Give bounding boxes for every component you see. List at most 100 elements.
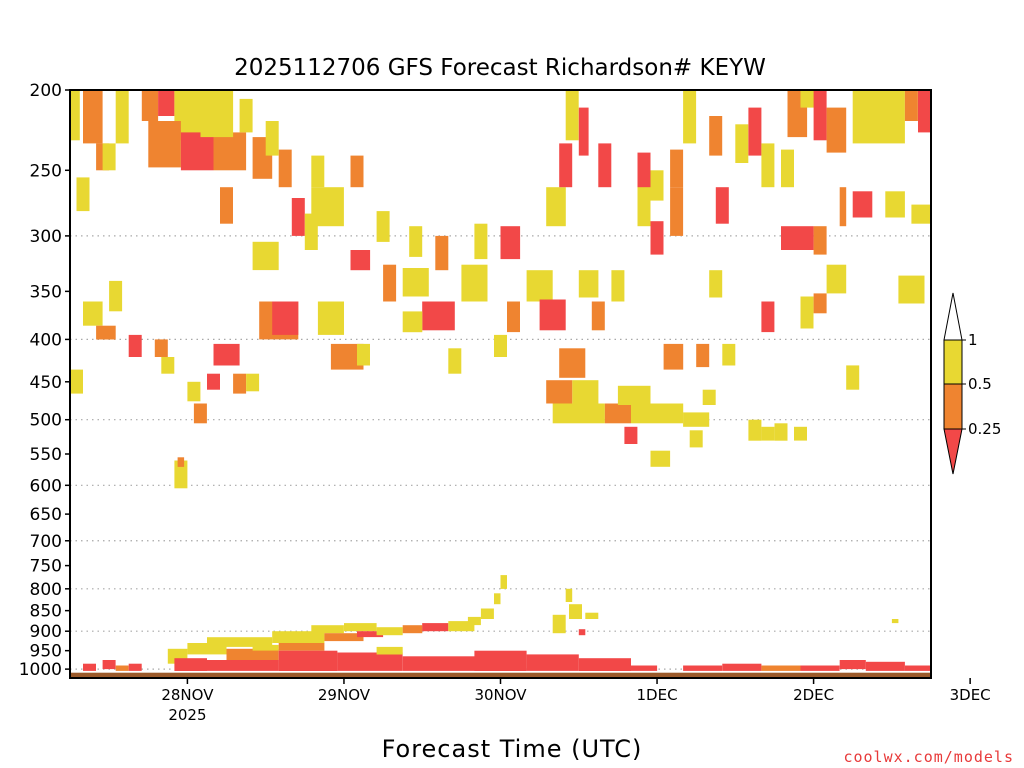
upper-ri-patch [826, 264, 847, 294]
lower-ri-patch [839, 660, 866, 670]
x-tick-label: 30NOV [474, 686, 527, 704]
upper-ri-patch [761, 426, 775, 441]
upper-ri-patch [239, 98, 253, 133]
lower-ri-patch [252, 644, 279, 651]
upper-ri-patch [141, 90, 159, 121]
lower-ri-patch [494, 593, 501, 605]
lower-ri-patch [448, 621, 475, 632]
upper-ri-patch [158, 90, 175, 116]
lower-ri-patch [526, 654, 579, 671]
upper-ri-patch [852, 191, 873, 218]
upper-ri-patch [709, 270, 723, 298]
upper-ri-patch [918, 90, 931, 133]
upper-ri-patch [1016, 90, 1024, 99]
upper-ri-patch [904, 90, 918, 121]
lower-ri-patch [957, 667, 996, 671]
upper-ri-patch [154, 339, 168, 357]
lower-ri-patch [865, 661, 905, 671]
upper-ri-patch [148, 121, 181, 168]
upper-ri-patch [546, 380, 573, 404]
chart-title: 2025112706 GFS Forecast Richardson# KEYW [234, 55, 766, 81]
y-tick-label: 500 [30, 411, 62, 431]
upper-ri-patch [663, 343, 684, 370]
upper-ri-patch [781, 226, 814, 250]
upper-ri-patch [683, 90, 697, 144]
upper-ri-patch [709, 116, 723, 156]
lower-ri-patch [324, 633, 364, 642]
lower-ri-patch [311, 625, 344, 634]
lower-ri-patch [722, 663, 762, 671]
upper-ri-patch [278, 149, 292, 188]
y-tick-label: 250 [30, 161, 62, 181]
upper-ri-patch [311, 155, 325, 188]
upper-ri-patch [624, 426, 638, 444]
upper-ri-patch [781, 149, 794, 188]
upper-ri-patch [722, 343, 736, 366]
upper-ri-patch [70, 369, 83, 394]
upper-ri-patch [115, 90, 129, 144]
lower-ri-patch [569, 604, 582, 619]
upper-ri-patch [898, 275, 925, 304]
y-tick-label: 300 [30, 227, 62, 247]
y-tick-label: 850 [30, 602, 62, 622]
upper-ri-patch [83, 90, 103, 144]
upper-ri-patch [402, 311, 423, 333]
colorbar-tick-label: 0.5 [968, 375, 992, 393]
lower-ri-patch [578, 629, 586, 636]
lower-ri-patch [70, 672, 931, 678]
lower-ri-patch [585, 612, 599, 619]
y-tick-label: 450 [30, 373, 62, 393]
lower-ri-patch [402, 656, 475, 671]
upper-ri-patch [539, 299, 566, 331]
lower-ri-patch [187, 643, 227, 655]
upper-ri-patch [187, 381, 201, 402]
lower-ri-patch [278, 643, 325, 651]
y-tick-label: 600 [30, 476, 62, 496]
upper-ri-patch [794, 426, 807, 441]
lower-ri-patch [500, 575, 507, 589]
lower-ri-patch [474, 650, 527, 671]
upper-ri-patch [852, 90, 905, 144]
upper-ri-patch [500, 226, 521, 260]
y-tick-label: 650 [30, 505, 62, 525]
upper-ri-patch [559, 348, 586, 378]
upper-ri-patch [526, 270, 553, 302]
upper-ri-patch [213, 132, 247, 171]
upper-ri-patch [220, 187, 233, 224]
upper-ri-patch [650, 221, 664, 255]
upper-ri-patch [76, 177, 90, 212]
upper-ri-patch [109, 280, 123, 312]
upper-ri-patch [83, 301, 103, 326]
upper-ri-patch [774, 423, 788, 441]
colorbar-tick-label: 0.25 [968, 420, 1001, 438]
lower-ri-patch [402, 625, 423, 634]
upper-ri-patch [931, 90, 951, 111]
y-tick-label: 550 [30, 445, 62, 465]
upper-ri-patch [272, 301, 299, 335]
upper-ri-patch [911, 204, 931, 224]
upper-ri-patch [813, 90, 827, 141]
upper-ri-patch [161, 357, 175, 374]
upper-ri-patch [291, 198, 305, 236]
upper-ri-patch [422, 301, 455, 331]
upper-ri-patch [826, 107, 847, 153]
upper-ri-patch [578, 270, 599, 298]
lower-ri-patch [357, 631, 384, 638]
upper-ri-patch [813, 226, 827, 255]
upper-ri-patch [604, 403, 631, 424]
upper-ri-patch [670, 187, 684, 236]
upper-ri-patch [180, 132, 214, 171]
upper-ri-patch [357, 343, 370, 366]
upper-ri-patch [735, 124, 749, 163]
lower-ri-patch [631, 665, 658, 671]
upper-ri-patch [631, 403, 684, 424]
lower-ri-patch [480, 608, 494, 619]
upper-ri-patch [474, 223, 488, 260]
x-tick-label: 28NOV [161, 686, 214, 704]
upper-ri-patch [1009, 90, 1024, 140]
pressure-axis: 200 250 300 350 400 450 500 550 600 650 700 750 8008… [19, 81, 70, 680]
upper-ri-patch [193, 403, 207, 424]
x-tick-sublabel: 2025 [168, 706, 206, 724]
upper-ri-patch [233, 373, 247, 394]
upper-ri-patch [938, 236, 958, 276]
